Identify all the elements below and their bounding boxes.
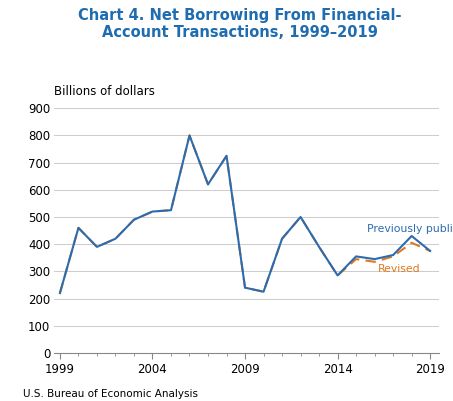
Text: Revised: Revised	[378, 263, 421, 273]
Text: Chart 4. Net Borrowing From Financial-
Account Transactions, 1999–2019: Chart 4. Net Borrowing From Financial- A…	[78, 8, 402, 41]
Text: U.S. Bureau of Economic Analysis: U.S. Bureau of Economic Analysis	[23, 389, 198, 399]
Text: Billions of dollars: Billions of dollars	[54, 85, 155, 99]
Text: Previously published: Previously published	[367, 224, 453, 234]
